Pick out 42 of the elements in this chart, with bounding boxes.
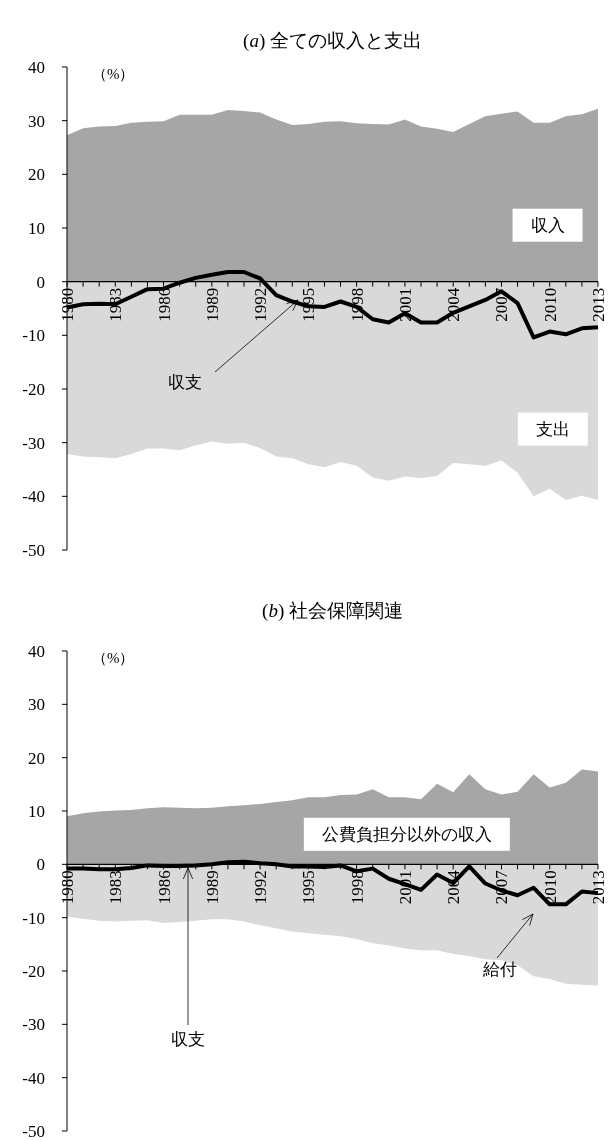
y-tick-label: -10 bbox=[22, 326, 45, 346]
series-label: 公費負担分以外の収入 bbox=[321, 824, 492, 844]
series-label: 収入 bbox=[530, 215, 565, 235]
y-tick-label: -30 bbox=[22, 433, 45, 453]
series-label: 支出 bbox=[535, 419, 570, 439]
y-tick-label: -40 bbox=[22, 1068, 45, 1088]
y-tick-label: 40 bbox=[28, 642, 45, 661]
x-tick-label: 1995 bbox=[299, 870, 319, 905]
series-label: 給付 bbox=[482, 960, 517, 979]
text: 収支 bbox=[168, 373, 202, 392]
x-tick-label: 1989 bbox=[202, 287, 222, 322]
y-tick-label: -50 bbox=[22, 1122, 45, 1141]
x-tick-label: 1992 bbox=[251, 870, 271, 905]
y-tick-label: -20 bbox=[22, 962, 45, 981]
y-tick-label: 30 bbox=[28, 695, 45, 715]
y-tick-label: 0 bbox=[36, 272, 45, 292]
x-tick-label: 2013 bbox=[589, 870, 608, 905]
y-tick-label: 40 bbox=[28, 58, 45, 77]
x-tick-label: 2010 bbox=[540, 287, 560, 322]
x-tick-label: 1980 bbox=[58, 870, 77, 905]
text: 収支 bbox=[171, 1030, 205, 1049]
y-tick-label: -50 bbox=[22, 541, 45, 560]
y-tick-label: 20 bbox=[28, 165, 45, 185]
y-tick-label: 10 bbox=[28, 219, 45, 238]
x-tick-label: 1992 bbox=[251, 287, 271, 322]
y-tick-label: -40 bbox=[22, 487, 45, 507]
y-axis-title: （%） bbox=[92, 650, 135, 666]
chart-title: (b) 社会保障関連 bbox=[262, 600, 403, 622]
y-axis-title: （%） bbox=[92, 66, 135, 82]
y-tick-label: -20 bbox=[22, 380, 45, 399]
y-tick-label: 30 bbox=[28, 111, 45, 131]
y-tick-label: -10 bbox=[22, 908, 45, 928]
y-tick-label: 20 bbox=[28, 748, 45, 768]
x-tick-label: 1989 bbox=[202, 870, 222, 905]
y-tick-label: -30 bbox=[22, 1015, 45, 1035]
chart-title: (a) 全ての収入と支出 bbox=[243, 30, 422, 52]
x-tick-label: 1986 bbox=[154, 870, 174, 905]
y-tick-label: 0 bbox=[36, 855, 45, 875]
x-tick-label: 2013 bbox=[589, 287, 608, 322]
x-tick-label: 2010 bbox=[540, 870, 560, 905]
x-tick-label: 1983 bbox=[106, 870, 126, 905]
y-tick-label: 10 bbox=[28, 802, 45, 821]
